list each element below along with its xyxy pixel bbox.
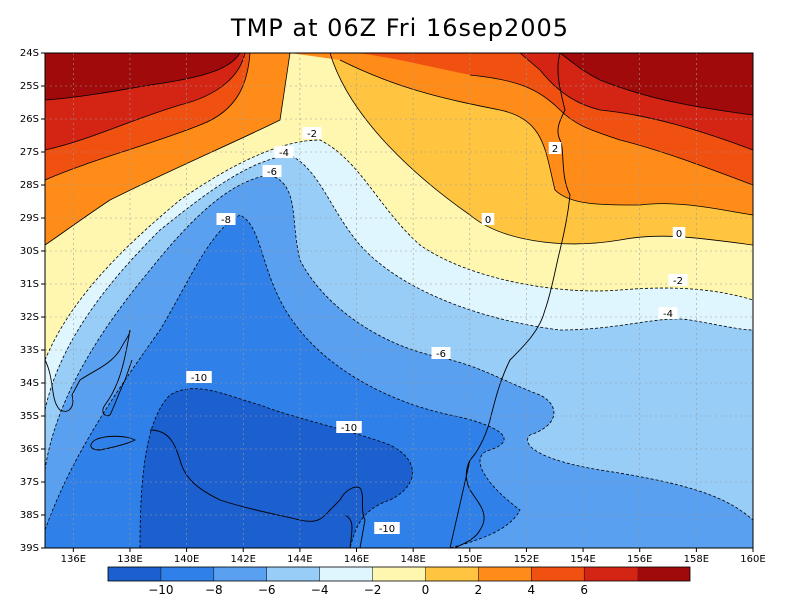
y-axis: 24S 25S 26S 27S 28S 29S 30S 31S 32S 33S 34S 35S 36S 3… — [20, 48, 45, 554]
contour-label-bg — [548, 142, 562, 154]
contour-label-bg — [672, 227, 686, 239]
contour-label: -10 — [341, 423, 357, 434]
chart-title: TMP at 06Z Fri 16sep2005 — [230, 14, 570, 42]
colorbar-segment — [637, 567, 690, 581]
x-tick-label: 152E — [514, 554, 539, 565]
contour-label: -4 — [279, 148, 289, 159]
x-tick-label: 148E — [400, 554, 425, 565]
x-tick-label: 136E — [61, 554, 86, 565]
band-6-plus — [45, 53, 753, 150]
colorbar: −10 −8 −6 −4 −2 0 2 4 6 — [107, 566, 691, 597]
y-tick-label: 35S — [20, 411, 39, 422]
contour-label-bg — [302, 127, 322, 139]
colorbar-segment — [372, 567, 426, 581]
y-tick-label: 32S — [20, 312, 39, 323]
y-tick-label: 25S — [20, 81, 39, 92]
y-tick-label: 33S — [20, 345, 39, 356]
graticule — [45, 53, 753, 548]
contour-label-bg — [262, 165, 282, 177]
colorbar-segment — [213, 567, 267, 581]
y-tick-label: 27S — [20, 147, 39, 158]
y-tick-label: 38S — [20, 510, 39, 521]
contour-label-bg — [216, 213, 236, 225]
colorbar-segment — [584, 567, 638, 581]
colorbar-segment — [319, 567, 373, 581]
colorbar-label: −10 — [148, 583, 173, 597]
contour-label-bg — [431, 347, 451, 359]
x-tick-label: 146E — [344, 554, 369, 565]
contour-label-bg — [186, 371, 212, 383]
x-tick-label: 150E — [457, 554, 482, 565]
y-tick-label: 36S — [20, 444, 39, 455]
contour-label: -6 — [436, 349, 446, 360]
band-top-east — [560, 53, 753, 115]
band-below-minus10 — [140, 388, 413, 548]
plot-frame — [44, 52, 754, 549]
contour-label: -2 — [307, 129, 317, 140]
x-tick-label: 156E — [627, 554, 652, 565]
contour-labels: -2-4-6-8 02-2-4-6-10-10-100 — [186, 127, 688, 535]
colorbar-label: −2 — [364, 583, 382, 597]
x-tick-label: 140E — [174, 554, 199, 565]
y-tick-label: 26S — [20, 114, 39, 125]
band-top — [45, 53, 240, 100]
y-tick-label: 39S — [20, 543, 39, 554]
y-tick-label: 30S — [20, 246, 39, 257]
colorbar-segment — [108, 567, 161, 581]
colorbar-segment — [160, 567, 214, 581]
contour-label-bg — [481, 213, 495, 225]
contour-label: -2 — [673, 276, 683, 287]
contour-label-bg — [336, 421, 362, 433]
contour-label: -4 — [663, 309, 673, 320]
contour-label: -10 — [191, 373, 207, 384]
x-tick-label: 138E — [117, 554, 142, 565]
x-axis: 136E 138E 140E 142E 144E 146E 148E 150E 152E 154E… — [61, 548, 766, 565]
colorbar-label: −8 — [205, 583, 223, 597]
contour-label-bg — [274, 146, 294, 158]
contour-label: -10 — [379, 524, 395, 535]
x-tick-label: 144E — [287, 554, 312, 565]
y-tick-label: 29S — [20, 213, 39, 224]
x-tick-label: 160E — [740, 554, 765, 565]
temperature-field — [45, 53, 753, 548]
colorbar-label: 2 — [475, 583, 483, 597]
colorbar-label: −4 — [311, 583, 329, 597]
x-tick-label: 158E — [684, 554, 709, 565]
x-tick-label: 154E — [570, 554, 595, 565]
colorbar-label: −6 — [258, 583, 276, 597]
contour-label: 0 — [485, 215, 491, 226]
contour-label-bg — [668, 274, 688, 286]
colorbar-frame — [107, 566, 691, 582]
colorbar-segment — [266, 567, 320, 581]
contour-label: -8 — [221, 215, 231, 226]
contour-label-bg — [658, 307, 678, 319]
y-tick-label: 31S — [20, 279, 39, 290]
x-tick-label: 142E — [231, 554, 256, 565]
contour-label: -6 — [267, 167, 277, 178]
y-tick-label: 37S — [20, 477, 39, 488]
contour-label: 2 — [552, 144, 558, 155]
colorbar-label: 4 — [527, 583, 535, 597]
contour-label: 0 — [676, 229, 682, 240]
y-tick-label: 24S — [20, 48, 39, 59]
colorbar-label: 6 — [580, 583, 588, 597]
colorbar-segment — [425, 567, 479, 581]
y-tick-label: 28S — [20, 180, 39, 191]
contour-label-bg — [374, 522, 400, 534]
colorbar-segment — [531, 567, 585, 581]
colorbar-label: 0 — [422, 583, 430, 597]
colorbar-segment — [478, 567, 532, 581]
contour-lines — [45, 53, 753, 548]
y-tick-label: 34S — [20, 378, 39, 389]
